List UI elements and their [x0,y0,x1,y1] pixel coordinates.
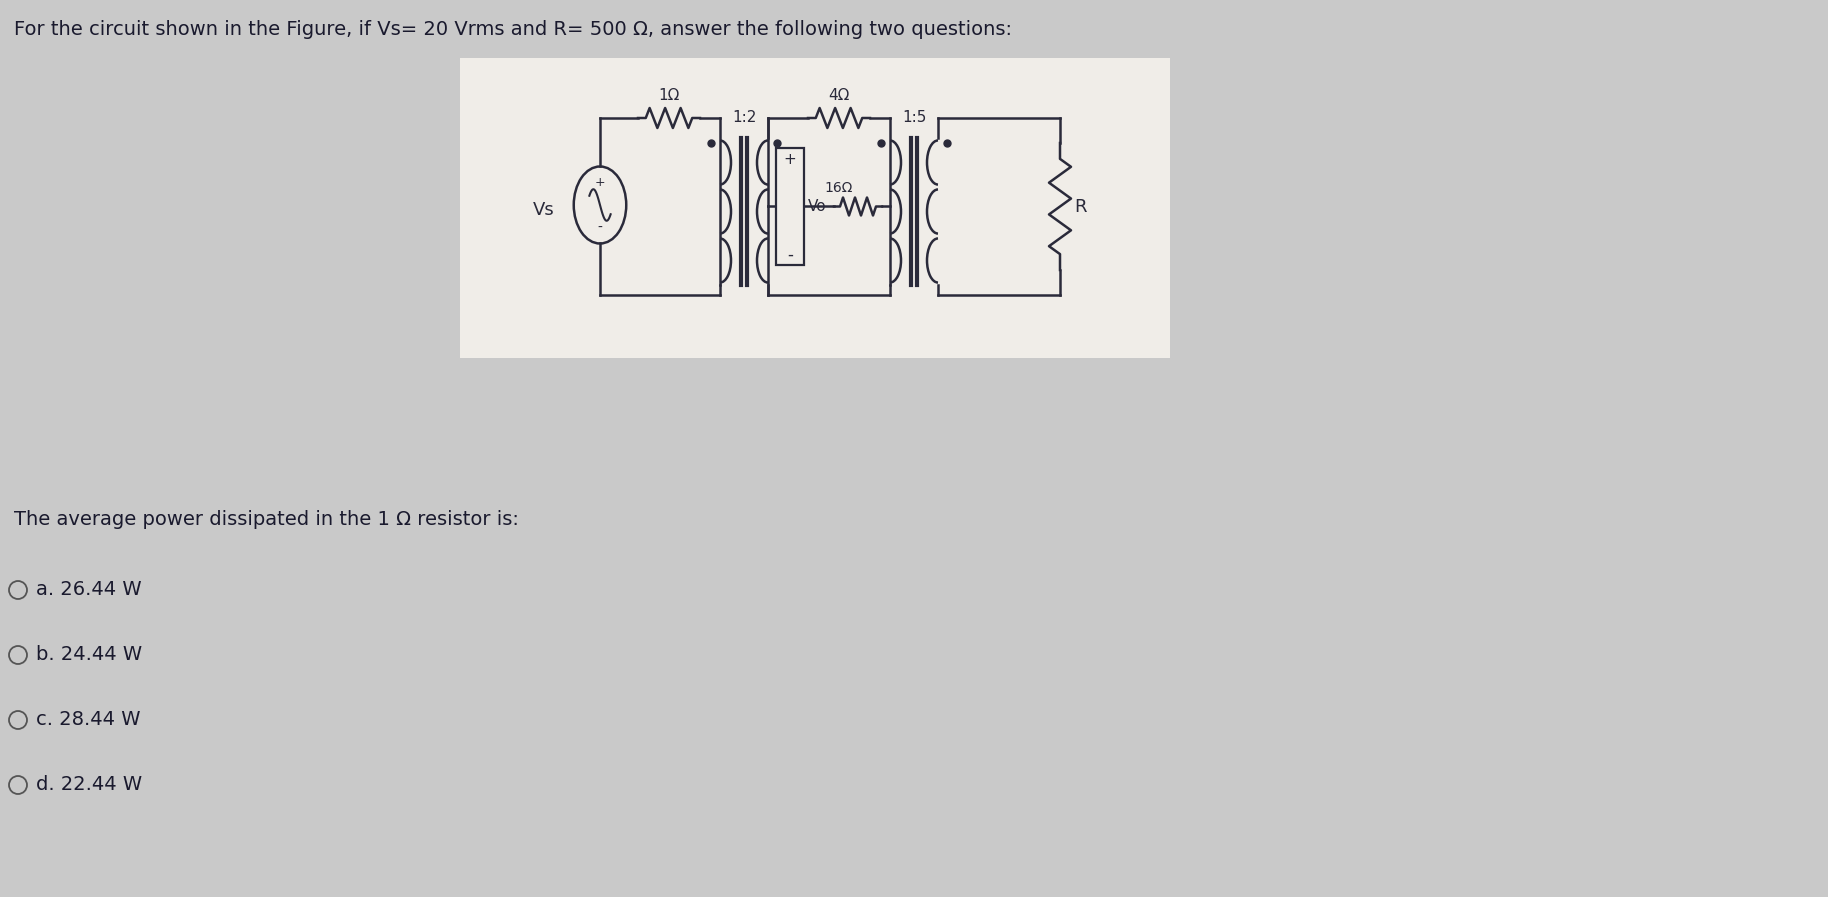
Text: 16Ω: 16Ω [824,181,852,196]
Text: +: + [594,176,605,188]
Text: -: - [598,221,603,235]
Text: For the circuit shown in the Figure, if Vs= 20 Vrms and R= 500 Ω, answer the fol: For the circuit shown in the Figure, if … [15,20,1013,39]
Text: Vo: Vo [808,199,826,214]
Text: The average power dissipated in the 1 Ω resistor is:: The average power dissipated in the 1 Ω … [15,510,519,529]
Text: 1:5: 1:5 [901,110,927,125]
Text: +: + [784,152,797,168]
Text: c. 28.44 W: c. 28.44 W [37,710,141,729]
Text: -: - [788,246,793,264]
Text: R: R [1075,197,1086,215]
Bar [777,148,804,265]
Text: d. 22.44 W: d. 22.44 W [37,775,143,794]
Text: a. 26.44 W: a. 26.44 W [37,580,141,599]
Bar [461,58,1170,358]
Text: b. 24.44 W: b. 24.44 W [37,645,143,664]
Text: 1:2: 1:2 [731,110,757,125]
Text: Vs: Vs [532,201,554,219]
Text: 4Ω: 4Ω [828,88,850,103]
Text: 1Ω: 1Ω [658,88,680,103]
